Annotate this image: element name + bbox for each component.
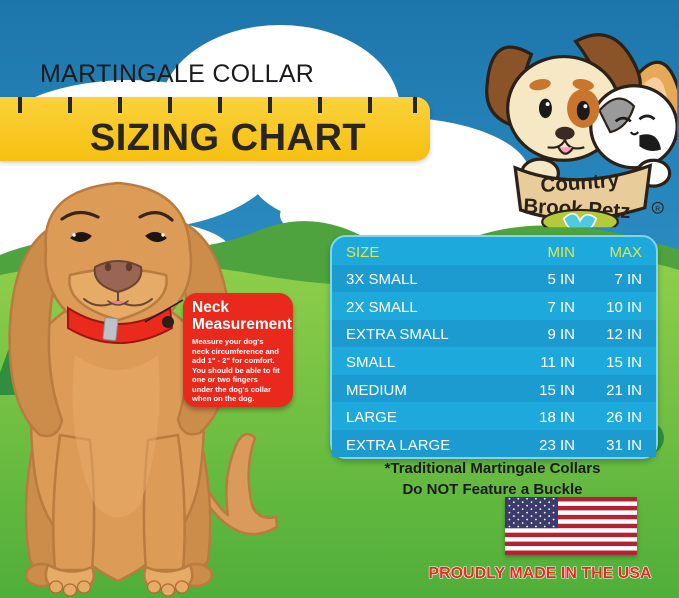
svg-text:R: R: [655, 206, 660, 213]
